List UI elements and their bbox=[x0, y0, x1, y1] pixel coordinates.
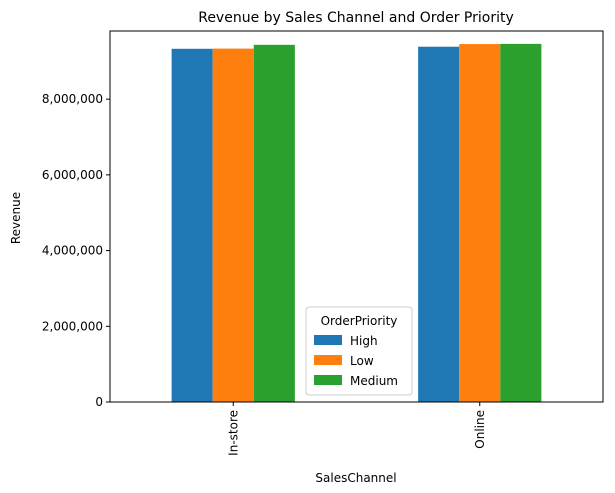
chart-title: Revenue by Sales Channel and Order Prior… bbox=[198, 10, 514, 26]
y-tick-label: 8,000,000 bbox=[42, 92, 103, 106]
bar-low-in-store bbox=[212, 48, 254, 402]
bar-medium-online bbox=[500, 43, 542, 402]
legend-swatch-low bbox=[314, 355, 342, 365]
legend-title: OrderPriority bbox=[321, 314, 398, 328]
x-tick-label: In-store bbox=[226, 410, 240, 456]
legend-label-low: Low bbox=[350, 354, 374, 368]
bar-high-in-store bbox=[171, 48, 213, 403]
bar-medium-in-store bbox=[253, 44, 295, 402]
x-axis-label: SalesChannel bbox=[315, 471, 396, 485]
x-tick-label: Online bbox=[473, 410, 487, 449]
axes-frame bbox=[109, 30, 604, 403]
y-tick-label: 6,000,000 bbox=[42, 168, 103, 182]
legend-box bbox=[305, 306, 413, 396]
legend-swatch-high bbox=[314, 335, 342, 345]
legend: OrderPriority High Low Medium bbox=[305, 306, 413, 396]
legend-swatch-medium bbox=[314, 375, 342, 385]
y-tick-label: 4,000,000 bbox=[42, 244, 103, 258]
bar-high-online bbox=[418, 46, 460, 402]
legend-label-high: High bbox=[350, 334, 378, 348]
bar-low-online bbox=[459, 44, 501, 402]
y-tick-label: 0 bbox=[95, 395, 103, 409]
legend-label-medium: Medium bbox=[350, 374, 398, 388]
y-tick-label: 2,000,000 bbox=[42, 319, 103, 333]
y-axis-label: Revenue bbox=[9, 192, 23, 244]
plot-area: 0 2,000,000 4,000,000 6,000,000 8,000,000 In-… bbox=[42, 30, 604, 456]
